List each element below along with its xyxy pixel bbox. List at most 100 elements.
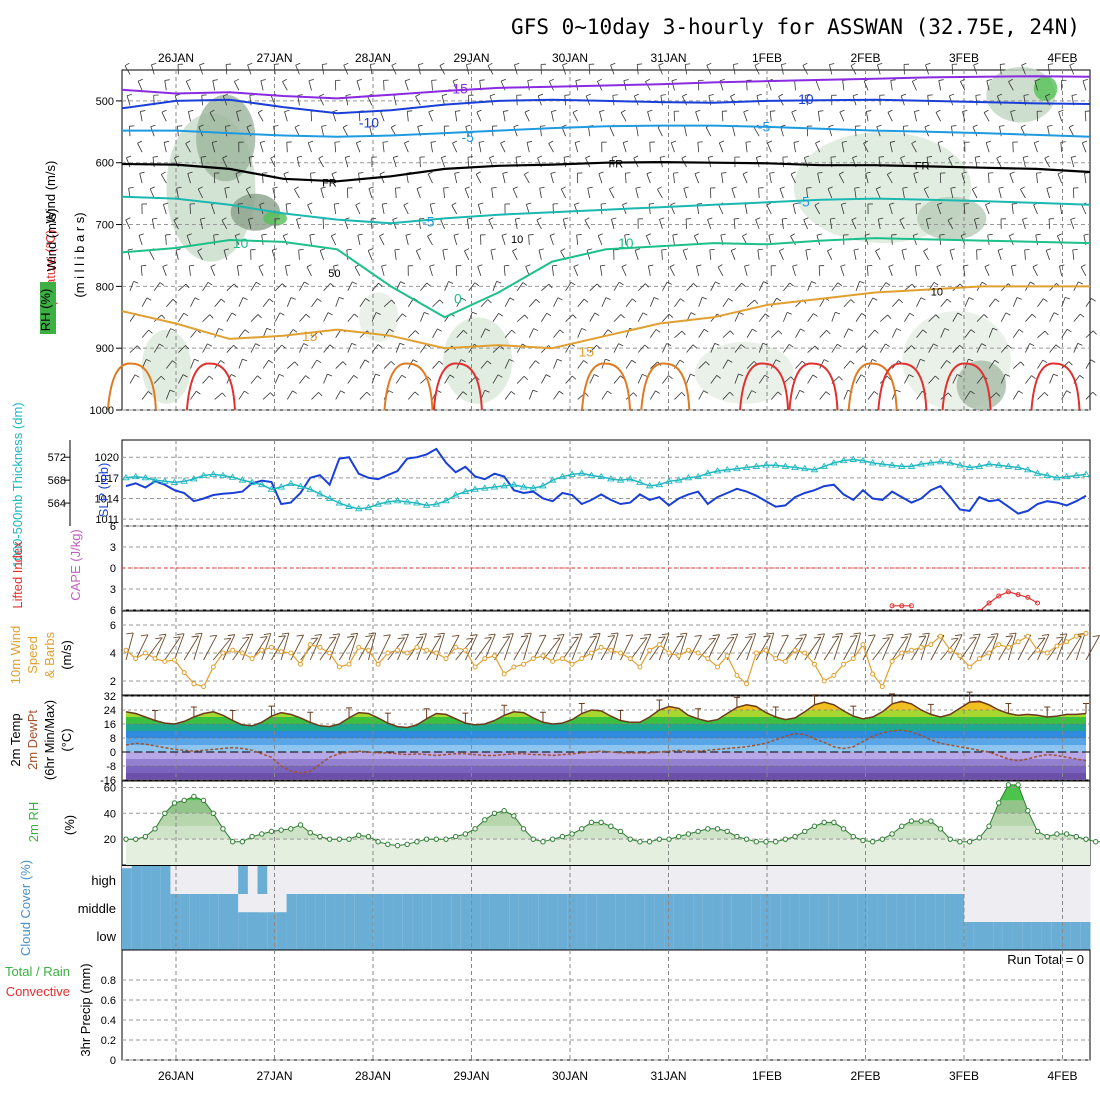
surface-wind-barb xyxy=(532,634,547,661)
wind-barb xyxy=(686,344,694,353)
cloud-cell xyxy=(209,894,220,922)
warm-contour xyxy=(877,362,928,411)
wind-barb xyxy=(867,297,874,307)
wind-barb-flag xyxy=(271,248,277,251)
rh-point xyxy=(1044,833,1050,840)
thickness-tick-label: 564 xyxy=(48,498,66,510)
wind-barb-flag xyxy=(679,359,685,364)
wind-barb xyxy=(746,328,753,338)
wind-barb-flag xyxy=(318,155,324,159)
wind-barb xyxy=(565,375,573,384)
wind-barb xyxy=(370,218,373,229)
wind-barb-flag xyxy=(659,217,665,220)
wind-barb-flag xyxy=(427,376,432,381)
surface-wind-barb-flag xyxy=(310,637,318,640)
rh-point xyxy=(996,800,1002,806)
wind-barb-flag xyxy=(237,264,243,267)
wind-barb-flag xyxy=(1016,297,1022,300)
wind-barb xyxy=(165,389,171,400)
rh-point xyxy=(365,833,372,840)
wind-barb-flag xyxy=(788,344,794,348)
wind-barb-flag xyxy=(1071,155,1077,158)
rh-point xyxy=(821,819,827,826)
surface-wind-barb xyxy=(891,636,909,661)
wind-barb-flag xyxy=(600,264,606,267)
wind-barb xyxy=(560,188,566,199)
wind-barb xyxy=(382,142,385,153)
cloud-cell-bg xyxy=(470,866,481,894)
contour-label: -15 xyxy=(448,81,468,97)
cloud-cell xyxy=(606,922,617,950)
wind-speed-point xyxy=(947,647,953,653)
wind-barb xyxy=(468,282,476,291)
wind-barb-flag xyxy=(612,155,618,158)
wind-barb-flag xyxy=(394,248,400,251)
wind-barb-flag xyxy=(548,140,554,144)
wind-barb xyxy=(160,174,167,184)
rh-point xyxy=(1015,782,1021,788)
wind-barb-flag xyxy=(837,282,843,287)
cloud-cell-bg xyxy=(412,866,423,894)
wind-barb xyxy=(1025,343,1030,353)
wind-barb-flag xyxy=(1083,233,1089,236)
cloud-cell xyxy=(596,922,607,950)
wind-barb xyxy=(913,173,917,184)
wind-barb-flag xyxy=(509,359,514,362)
wind-barb-flag xyxy=(717,264,723,268)
cloud-cell xyxy=(896,894,907,922)
wind-barb xyxy=(1024,249,1026,260)
cloud-cell-bg xyxy=(1041,866,1052,894)
rh-point xyxy=(676,833,682,840)
wind-barb xyxy=(1010,265,1014,276)
wind-barb-flag xyxy=(161,314,166,319)
wind-barb-flag xyxy=(997,248,1003,251)
wind-speed-point xyxy=(957,653,963,659)
wind-barb-flag xyxy=(733,63,739,65)
wind-barb xyxy=(342,127,349,137)
wind-barb-flag xyxy=(634,93,640,97)
temp-tick-label: 8 xyxy=(110,733,116,745)
wind-barb-flag xyxy=(526,202,532,205)
wind-barb-flag xyxy=(594,312,600,316)
surface-wind-barb-flag xyxy=(365,635,373,637)
wind-barb xyxy=(514,64,518,75)
cloud-cell xyxy=(344,922,355,950)
wind-speed-point xyxy=(1054,643,1060,649)
thickness-point xyxy=(180,477,188,484)
wind-barb xyxy=(842,80,845,91)
wind-barb-flag xyxy=(532,389,538,393)
wind-barb-flag xyxy=(970,329,976,333)
wind-barb xyxy=(274,344,283,353)
wind-barb xyxy=(589,283,598,292)
cloud-cell-bg xyxy=(451,866,462,894)
rh-contour-label: 10 xyxy=(931,287,943,299)
wind-barb xyxy=(850,65,857,75)
wind-barb xyxy=(915,203,917,215)
cloud-cell-gap xyxy=(944,866,974,886)
wind-barb-flag xyxy=(596,283,601,288)
day-label-bottom: 2FEB xyxy=(850,1069,880,1083)
cloud-cell-bg xyxy=(576,866,588,894)
thickness-point xyxy=(936,457,945,465)
wind-barb-flag xyxy=(489,93,495,97)
wind-barb-flag xyxy=(407,110,413,112)
wind-barb-flag xyxy=(242,297,248,300)
wind-barb xyxy=(1059,204,1063,215)
cloud-cell xyxy=(983,922,994,950)
wind-speed-point xyxy=(540,653,546,659)
surface-wind-barb-flag xyxy=(155,637,163,640)
cloud-cell xyxy=(828,922,839,950)
wind-barb-flag xyxy=(538,248,544,251)
wind-barb xyxy=(383,328,390,338)
wind-barb-flag xyxy=(672,233,678,236)
wind-barb-flag xyxy=(660,155,666,158)
wind-barb-flag xyxy=(441,93,447,96)
wind-barb-flag xyxy=(951,125,957,127)
wind-barb xyxy=(843,328,849,338)
temp-band xyxy=(126,759,1086,766)
wind-barb-flag xyxy=(666,343,672,346)
wind-tick-label: 2 xyxy=(110,676,116,688)
cloud-cell-bg xyxy=(1012,866,1023,894)
wind-barb xyxy=(190,297,196,307)
